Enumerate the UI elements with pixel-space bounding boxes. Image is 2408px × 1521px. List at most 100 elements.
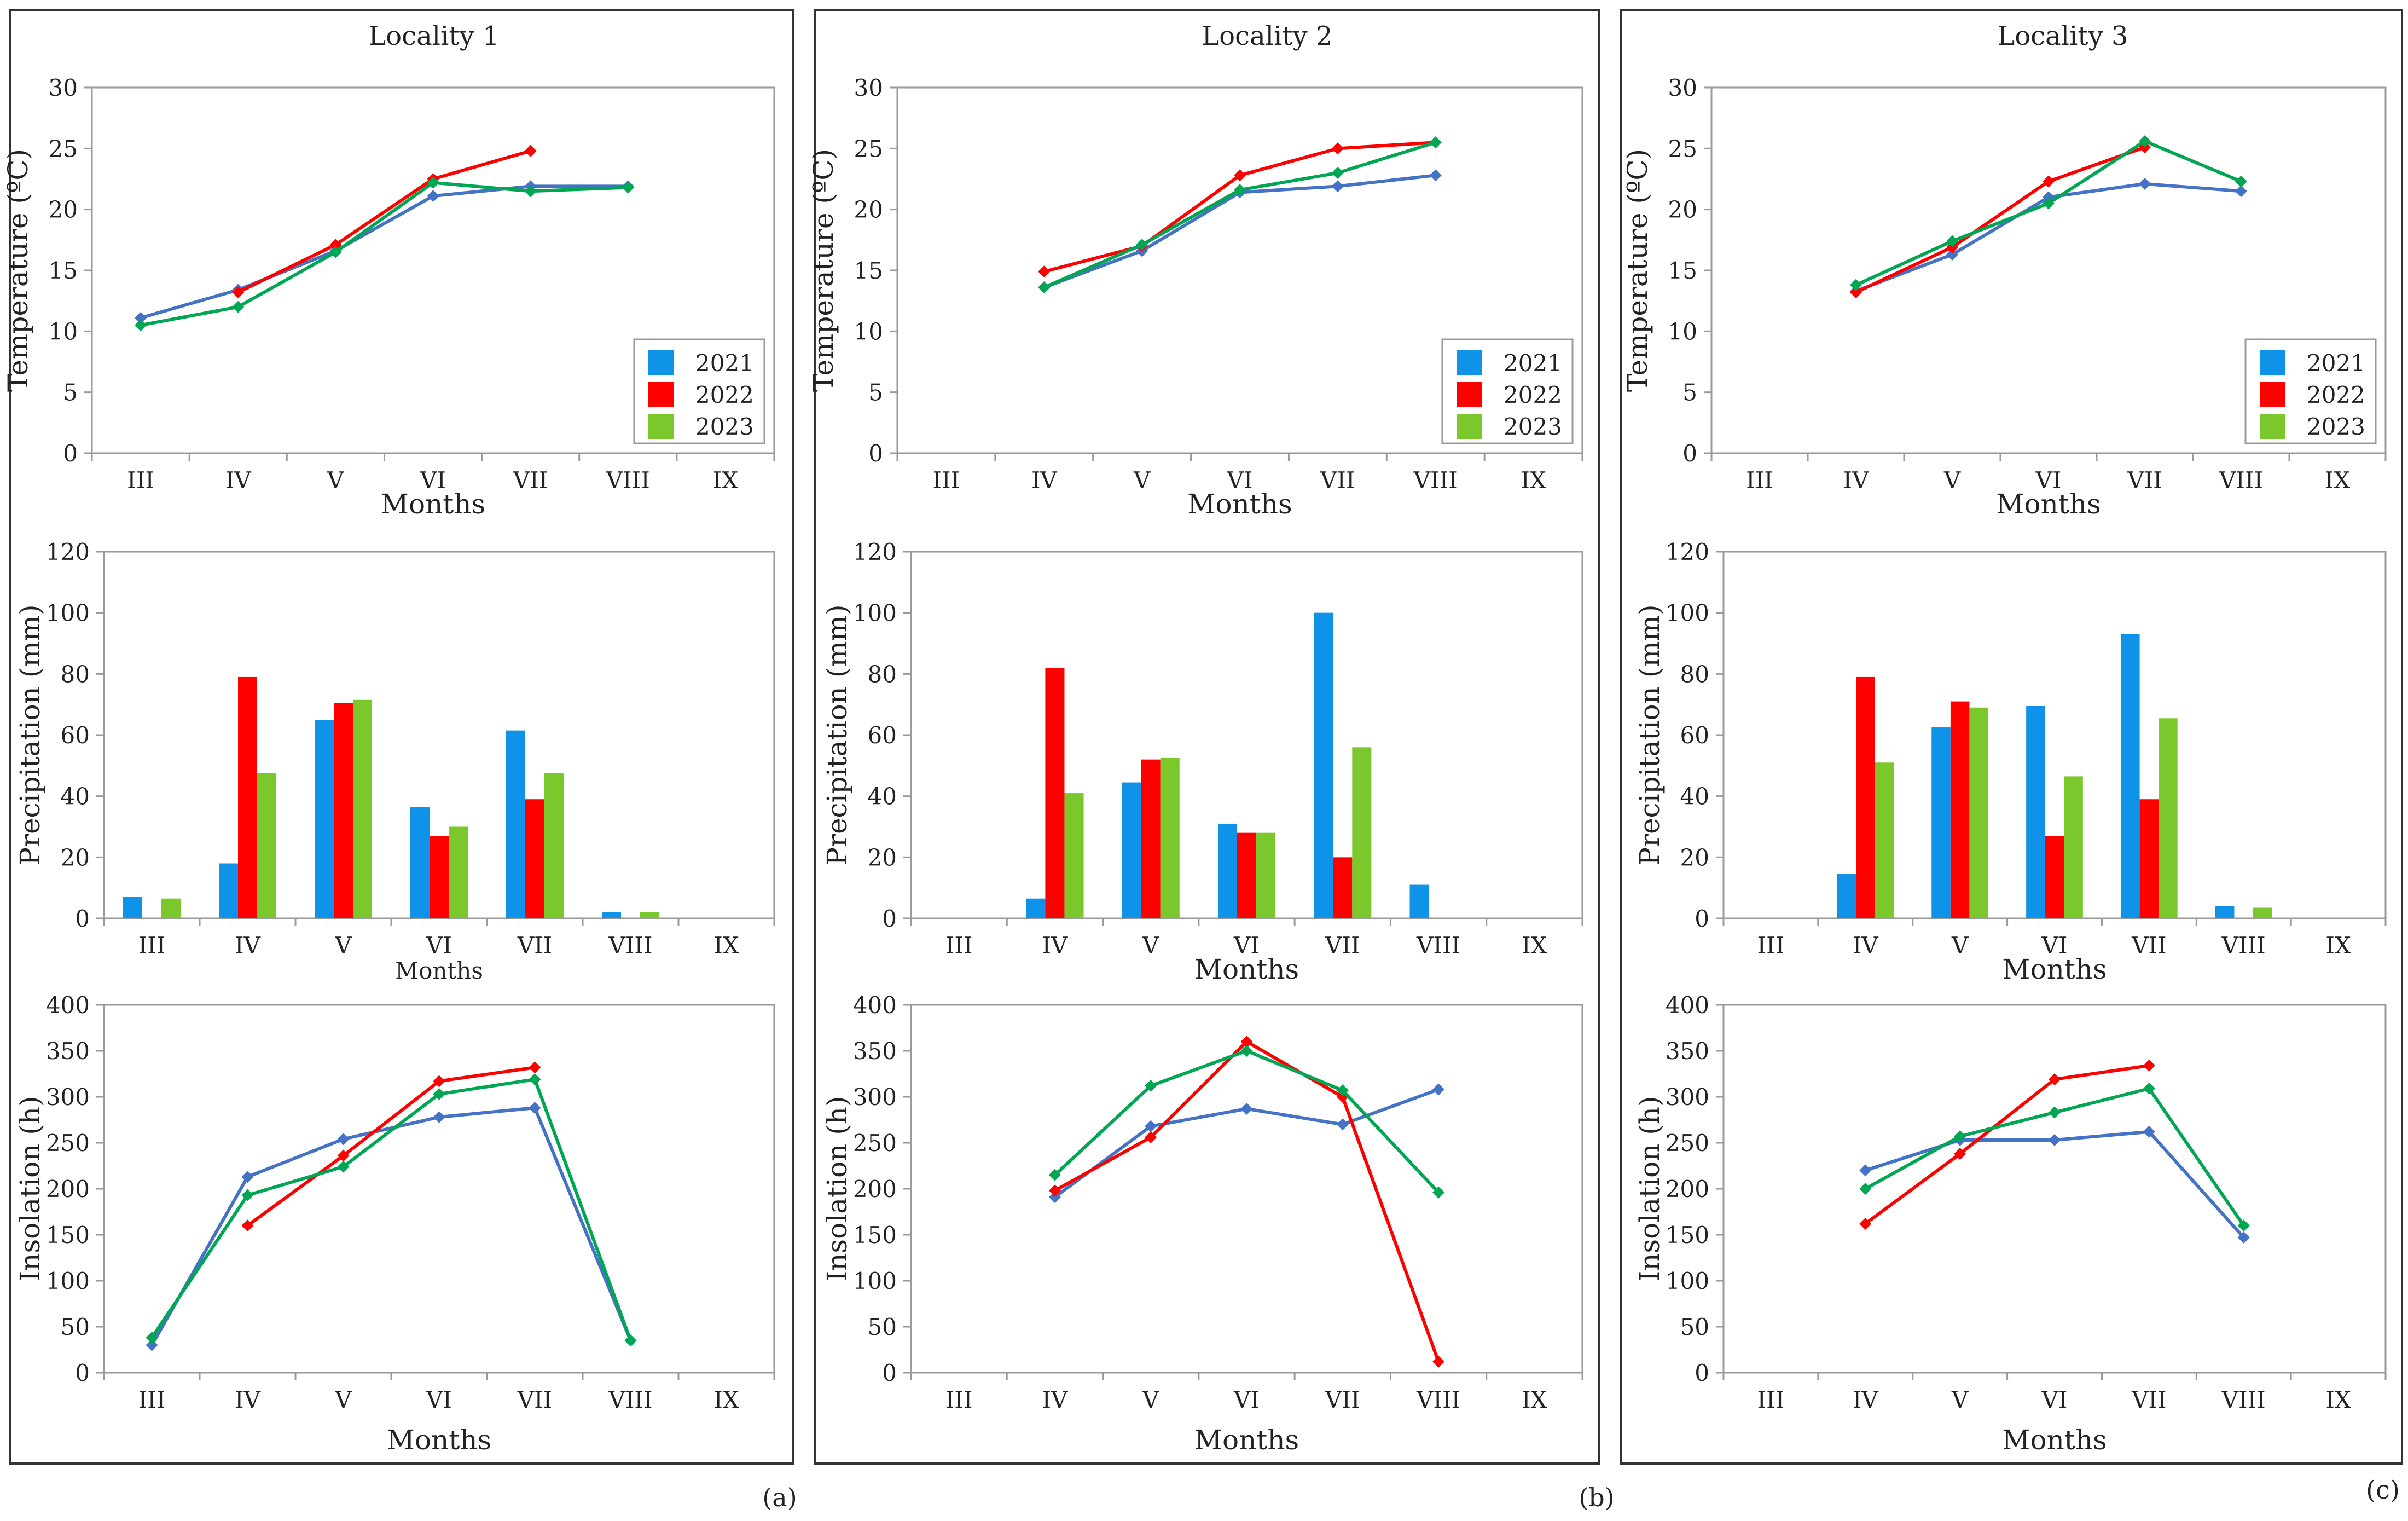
series-2022: [1859, 1059, 2155, 1230]
y-tick-label: 0: [75, 1360, 90, 1386]
figure-label: (a): [762, 1483, 797, 1512]
figure-label: (c): [2366, 1475, 2400, 1505]
y-tick-label: 200: [1666, 1176, 1709, 1202]
legend-label-2021: 2021: [695, 350, 754, 377]
y-axis-title: Precipitation (mm): [821, 604, 853, 865]
x-tick-label: VII: [517, 1386, 553, 1413]
point-2023-VII: [524, 185, 537, 198]
bar-2021-IV: [1026, 898, 1046, 918]
x-tick-label: IX: [1522, 1386, 1547, 1413]
l3-temp-chart: 0 5 10 15 20 25 30 III IV V VI VII VIII IX Months Tempe…: [1622, 74, 2387, 520]
bar-2023-VII: [1352, 747, 1372, 918]
bar-2021-VII: [506, 730, 525, 918]
y-tick-label: 200: [853, 1176, 897, 1202]
point-2022-VII: [1331, 142, 1344, 155]
legend-label-2022: 2022: [695, 381, 754, 408]
x-tick-label: VIII: [1416, 932, 1460, 959]
y-tick-label: 150: [853, 1222, 897, 1248]
point-2023-VIII: [1432, 1186, 1445, 1199]
x-tick-label: VII: [2131, 1386, 2167, 1413]
point-2021-V: [1145, 1120, 1157, 1132]
y-tick-label: 15: [854, 257, 883, 284]
y-tick-label: 5: [63, 379, 78, 406]
series-line-2022: [246, 1066, 535, 1227]
x-tick-label: VI: [2041, 1386, 2068, 1413]
bar-2021-V: [1122, 782, 1141, 918]
series-line-2022: [1855, 146, 2146, 294]
point-2021-IV: [241, 1171, 254, 1183]
y-tick-label: 150: [1666, 1222, 1709, 1248]
y-tick-label: 10: [1668, 318, 1697, 345]
y-tick-label: 250: [1666, 1130, 1709, 1156]
panel-frame: [1620, 9, 2403, 1465]
x-tick-label: VII: [517, 932, 553, 959]
point-2022-V: [337, 1149, 350, 1162]
y-tick-label: 0: [1695, 905, 1709, 932]
point-2021-VII: [2139, 177, 2151, 190]
series-2022: [1850, 141, 2151, 299]
l2-precip-chart: 0 20 40 60 80 100 120 III IV V VI VII VIII IX Months Pr…: [821, 539, 1583, 985]
y-tick-label: 0: [1695, 1360, 1709, 1386]
y-axis-title: Precipitation (mm): [1634, 604, 1666, 865]
point-2023-IV: [1859, 1183, 1872, 1195]
point-2021-VII: [529, 1102, 541, 1114]
y-tick-label: 400: [853, 992, 897, 1019]
x-axis-title: Months: [381, 488, 485, 520]
x-tick-label: V: [1142, 932, 1159, 959]
point-2022-VIII: [1432, 1355, 1445, 1368]
l2-insol-chart: 0 50 100 150 200 250 300 350 400 III IV V VI VII VIII I…: [821, 992, 1583, 1456]
bar-2021-VIII: [2215, 906, 2235, 918]
series-2022: [1038, 136, 1442, 278]
l2-temp-chart: 0 5 10 15 20 25 30 III IV V VI VII VIII IX Months Tempe…: [808, 74, 1583, 520]
series-line-2022: [1054, 1040, 1440, 1362]
x-tick-label: VI: [420, 467, 446, 494]
point-2022-V: [329, 239, 342, 251]
y-tick-label: 100: [1666, 1268, 1709, 1294]
series-line-2022: [1864, 1063, 2150, 1225]
panel-title: Locality 1: [368, 21, 499, 51]
bar-2023-IV: [1875, 762, 1894, 918]
point-2021-VIII: [1429, 169, 1442, 182]
point-2022-VII: [529, 1061, 541, 1074]
x-tick-label: VII: [2131, 932, 2167, 959]
y-tick-label: 25: [854, 135, 883, 162]
point-2022-IV: [241, 1219, 254, 1232]
series-2023: [1850, 135, 2247, 291]
y-tick-label: 200: [46, 1176, 90, 1202]
x-tick-label: VII: [513, 467, 548, 494]
y-tick-label: 5: [868, 379, 883, 406]
y-tick-label: 40: [61, 783, 90, 810]
y-tick-label: 10: [49, 318, 78, 345]
y-tick-label: 20: [61, 844, 90, 871]
series-line-2023: [140, 181, 628, 327]
series-2022: [241, 1061, 541, 1232]
x-tick-label: V: [1951, 932, 1969, 959]
point-2023-VII: [2139, 135, 2151, 147]
x-tick-label: IV: [235, 932, 261, 959]
point-2021-VI: [427, 190, 439, 203]
point-2021-V: [1946, 248, 1958, 261]
x-tick-label: IV: [1843, 467, 1870, 494]
point-2023-VII: [2143, 1082, 2155, 1095]
bar-2023-VII: [2159, 718, 2178, 918]
x-axis-title: Months: [2002, 953, 2107, 985]
legend-label-2021: 2021: [1504, 350, 1562, 377]
bar-2021-V: [1931, 727, 1951, 918]
y-tick-label: 0: [868, 440, 883, 467]
bar-2022-VII: [2139, 799, 2159, 918]
series-2023: [1038, 136, 1442, 294]
point-2023-VIII: [624, 1334, 637, 1347]
bar-2023-IV: [257, 773, 276, 918]
point-2021-VIII: [2235, 185, 2247, 198]
bar-2021-IV: [1837, 874, 1856, 918]
y-tick-label: 50: [1680, 1314, 1709, 1340]
legend: 2021 2022 2023: [2244, 338, 2377, 444]
bar-2021-VI: [2026, 705, 2045, 918]
x-axis-title: Months: [1194, 1424, 1299, 1456]
point-2023-IV: [232, 300, 245, 313]
point-2023-VII: [529, 1073, 541, 1086]
l1-temp-chart: 0 5 10 15 20 25 30 III IV V VI VII VIII IX Months Tempe…: [2, 74, 775, 520]
x-tick-label: VIII: [2219, 467, 2263, 494]
y-tick-label: 80: [868, 661, 897, 687]
point-2022-V: [1145, 1131, 1157, 1143]
